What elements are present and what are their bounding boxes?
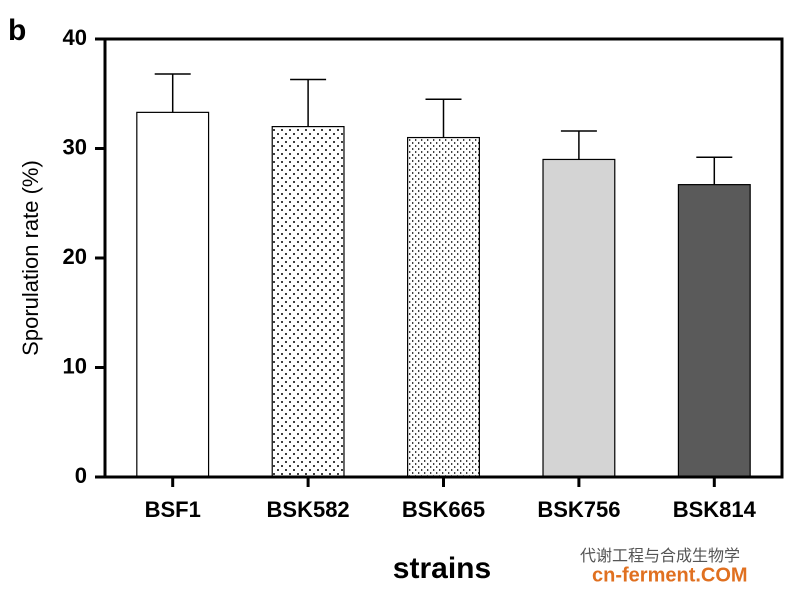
x-tick-label: BSF1 xyxy=(145,497,201,522)
watermark-site: cn-ferment.COM xyxy=(592,564,748,586)
plot-frame xyxy=(103,37,784,479)
y-tick-label: 20 xyxy=(63,244,87,269)
bar xyxy=(677,184,751,478)
y-tick-label: 0 xyxy=(75,463,87,488)
y-tick-label: 10 xyxy=(63,353,87,378)
x-tick-label: BSK582 xyxy=(267,497,350,522)
y-tick-label: 30 xyxy=(63,134,87,159)
x-tick-label: BSK814 xyxy=(673,497,757,522)
bar xyxy=(407,136,480,478)
y-axis-label: Sporulation rate (%) xyxy=(18,160,43,356)
panel-label: b xyxy=(8,14,26,47)
bar xyxy=(271,125,345,478)
y-tick-label: 40 xyxy=(63,25,87,50)
x-tick-label: BSK756 xyxy=(537,497,620,522)
watermark-name: 代谢工程与合成生物学 xyxy=(580,547,740,565)
bar xyxy=(542,158,616,478)
x-axis-label: strains xyxy=(393,552,491,585)
x-tick-label: BSK665 xyxy=(402,497,485,522)
bar xyxy=(136,111,210,478)
